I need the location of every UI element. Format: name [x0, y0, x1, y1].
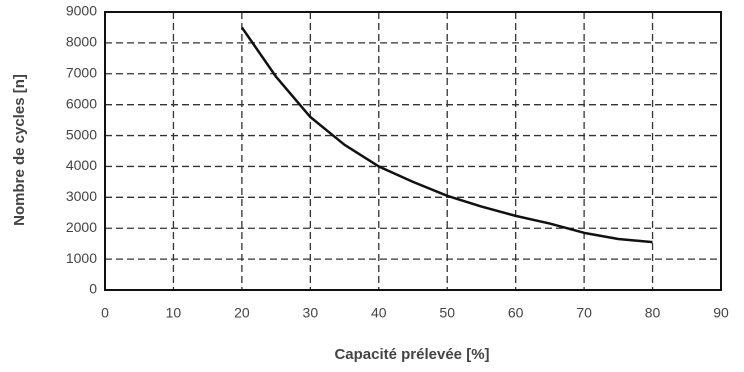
- x-tick-label: 30: [303, 305, 319, 321]
- y-tick-label: 4000: [66, 157, 97, 173]
- x-axis-title: Capacité prélevée [%]: [334, 346, 489, 363]
- x-tick-label: 60: [508, 305, 524, 321]
- y-tick-label: 3000: [66, 188, 97, 204]
- y-tick-label: 0: [89, 281, 97, 297]
- x-tick-label: 70: [576, 305, 592, 321]
- x-tick-label: 0: [101, 305, 109, 321]
- y-tick-label: 9000: [66, 3, 97, 19]
- line: [240, 26, 653, 244]
- x-tick-label: 20: [234, 305, 250, 321]
- x-tick-label: 10: [166, 305, 182, 321]
- x-tick-label: 90: [713, 305, 729, 321]
- plot-frame: [104, 11, 722, 291]
- x-tick-label: 50: [439, 305, 455, 321]
- y-tick-label: 8000: [66, 34, 97, 50]
- y-tick-label: 5000: [66, 126, 97, 142]
- y-tick-label: 1000: [66, 250, 97, 266]
- y-tick-label: 7000: [66, 64, 97, 80]
- y-tick-label: 2000: [66, 219, 97, 235]
- y-tick-label: 6000: [66, 95, 97, 111]
- x-tick-label: 80: [645, 305, 661, 321]
- x-tick-label: 40: [371, 305, 387, 321]
- y-axis-title: Nombre de cycles [n]: [11, 74, 28, 226]
